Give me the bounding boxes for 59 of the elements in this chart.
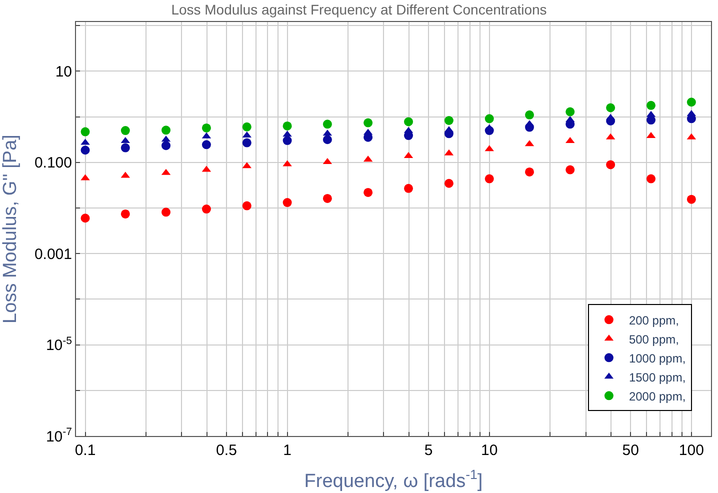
- x-tick-label: 50: [622, 442, 639, 459]
- point: [282, 121, 292, 130]
- y-tick-label: 0.001: [34, 246, 72, 263]
- point: [444, 116, 454, 125]
- point: [404, 117, 414, 126]
- point: [606, 160, 616, 170]
- point: [242, 201, 252, 210]
- point: [566, 107, 575, 116]
- point: [525, 110, 534, 120]
- point: [242, 138, 252, 148]
- x-tick-label: 1: [283, 442, 292, 459]
- point: [322, 194, 332, 203]
- y-tick-label: 0.100: [34, 154, 72, 172]
- point: [120, 126, 130, 136]
- point: [646, 100, 656, 110]
- y-tick-label: 10: [55, 63, 72, 80]
- point: [80, 127, 90, 136]
- point: [282, 136, 292, 146]
- point: [120, 209, 130, 218]
- x-tick-label: 100: [678, 442, 704, 459]
- point: [202, 123, 211, 132]
- legend-label: 500 ppm,: [628, 332, 679, 346]
- point: [162, 126, 170, 135]
- x-tick-label: 0.1: [74, 442, 96, 459]
- point: [484, 174, 494, 184]
- point: [202, 140, 211, 150]
- y-tick-label: 10$^{-7}$: [46, 426, 72, 446]
- point: [202, 204, 211, 214]
- point: [120, 143, 130, 152]
- x-tick-label: 10: [481, 442, 498, 459]
- y-tick-label: 10$^{-5}$: [46, 334, 72, 354]
- point: [484, 114, 494, 124]
- point: [162, 208, 170, 217]
- point: [162, 141, 170, 150]
- point: [80, 146, 90, 155]
- point: [282, 198, 292, 208]
- point: [525, 167, 534, 176]
- point: [444, 178, 454, 188]
- point: [686, 98, 696, 107]
- point: [322, 120, 332, 129]
- point: [242, 122, 252, 132]
- y-axis-title: Loss Modulus, G'' [Pa]: [0, 134, 21, 324]
- point: [404, 184, 414, 193]
- point: [606, 103, 616, 112]
- x-tick-label: 5: [424, 442, 433, 459]
- point: [566, 165, 575, 174]
- x-axis-title: Frequency, ω [rads$^{-1}$]: [304, 466, 483, 492]
- legend-label: 1000 ppm,: [628, 351, 686, 366]
- point: [364, 118, 373, 128]
- point: [686, 194, 696, 204]
- legend-label: 1500 ppm,: [628, 370, 686, 384]
- chart-title: Loss Modulus against Frequency at Different Concentrations: [171, 2, 547, 18]
- point: [364, 188, 373, 197]
- point: [80, 214, 90, 223]
- legend-label: 200 ppm,: [628, 313, 679, 328]
- point: [322, 135, 332, 144]
- point: [646, 174, 656, 184]
- x-tick-label: 0.5: [216, 442, 237, 459]
- legend-label: 2000 ppm,: [628, 389, 686, 404]
